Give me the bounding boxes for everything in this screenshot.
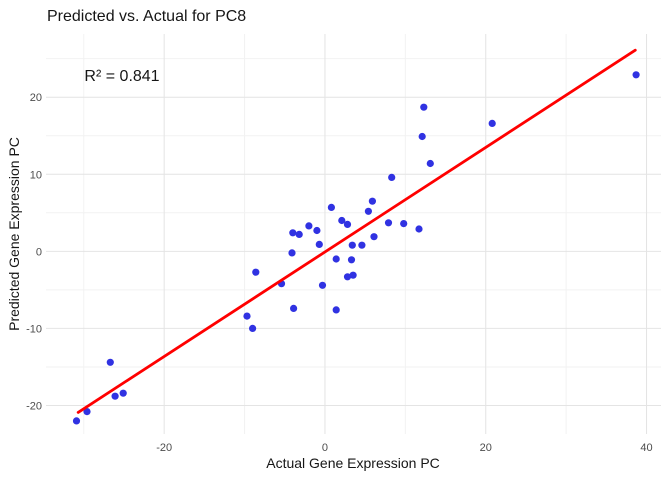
chart-title: Predicted vs. Actual for PC8 <box>47 8 246 25</box>
scatter-point <box>426 159 434 168</box>
scatter-point <box>347 256 356 264</box>
scatter-point <box>111 392 119 400</box>
scatter-point <box>420 103 428 111</box>
y-tick-labels: 20 10 0 -10 -20 <box>26 92 42 412</box>
scatter-point <box>488 119 496 127</box>
x-tick-label: 40 <box>640 442 652 454</box>
scatter-point <box>348 241 356 249</box>
scatter-point <box>295 230 303 238</box>
y-tick-label: 20 <box>30 92 42 104</box>
scatter-point <box>315 240 323 248</box>
scatter-point <box>249 324 257 332</box>
scatter-point <box>343 273 352 281</box>
scatter-point <box>368 197 376 205</box>
gridlines-major <box>46 34 661 434</box>
scatter-point <box>415 225 423 233</box>
y-tick-label: -10 <box>26 323 42 335</box>
scatter-point <box>72 417 81 425</box>
scatter-point <box>364 207 372 215</box>
x-axis-title: Actual Gene Expression PC <box>266 455 440 471</box>
y-tick-label: 0 <box>36 246 42 258</box>
y-tick-label: 10 <box>30 169 42 181</box>
scatter-point <box>318 281 327 289</box>
x-tick-labels: -20 0 20 40 <box>156 442 652 454</box>
scatter-point <box>418 132 426 141</box>
scatter-point <box>370 233 378 241</box>
scatter-point <box>349 271 357 279</box>
scatter-point <box>83 408 91 416</box>
scatter-points <box>72 71 640 425</box>
scatter-point <box>119 389 127 397</box>
x-tick-label: 20 <box>480 442 492 454</box>
scatter-point <box>384 219 393 227</box>
x-tick-label: 0 <box>322 442 328 454</box>
scatter-point <box>632 71 640 79</box>
y-tick-label: -20 <box>26 400 42 412</box>
scatter-point <box>332 306 340 314</box>
r-squared-annotation: R² = 0.841 <box>84 68 159 85</box>
regression-line <box>76 48 637 414</box>
scatter-point <box>243 312 251 320</box>
scatter-point <box>338 216 346 225</box>
scatter-point <box>252 268 260 276</box>
scatter-point <box>388 173 396 181</box>
scatter-point <box>400 220 408 228</box>
regression-line-group <box>76 48 637 414</box>
scatter-point <box>305 222 313 230</box>
scatter-point <box>288 249 296 257</box>
scatter-point <box>290 304 298 312</box>
scatter-point <box>106 358 114 366</box>
scatter-point <box>327 203 335 211</box>
scatter-point <box>343 220 352 228</box>
scatter-point <box>313 226 321 235</box>
scatter-point <box>332 255 340 263</box>
gridlines-minor <box>46 34 661 434</box>
scatter-point <box>289 229 297 237</box>
y-axis-title: Predicted Gene Expression PC <box>6 137 22 331</box>
scatter-point <box>358 241 366 249</box>
x-tick-label: -20 <box>156 442 172 454</box>
